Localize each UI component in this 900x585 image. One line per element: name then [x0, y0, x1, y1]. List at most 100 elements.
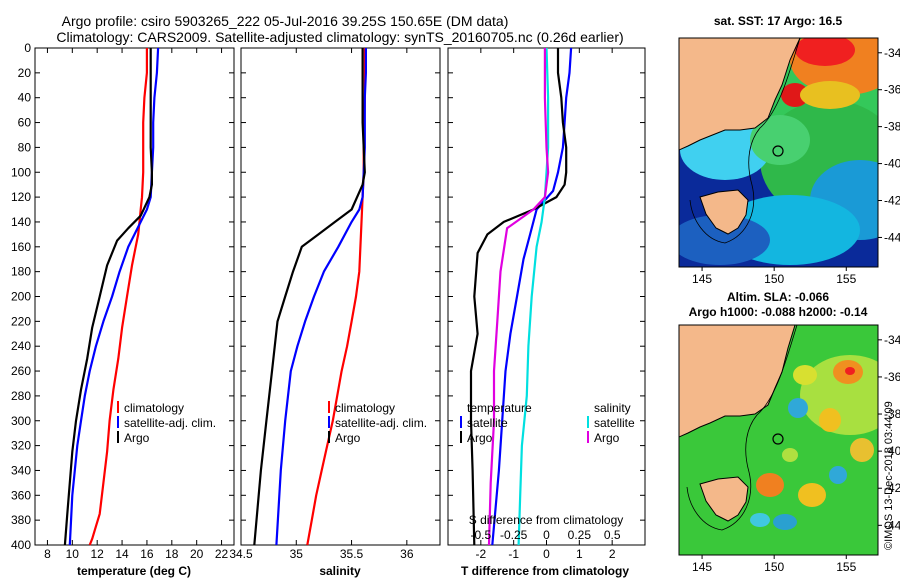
temperature-legend: climatology satellite-adj. clim. Argo	[117, 401, 216, 445]
legend-label-satellite: satellite-adj. clim.	[335, 416, 427, 430]
x-tick-label: -2	[475, 547, 486, 561]
secondary-tick-label: -0.5	[470, 528, 491, 542]
temperature-panel: 8 10 12 14 16 18 20 22	[34, 47, 235, 561]
legend-label-s-satellite: satellite	[594, 416, 635, 430]
legend-label-climatology: climatology	[335, 401, 395, 415]
sla-mainland	[679, 325, 796, 438]
y-tick-label: 300	[11, 414, 31, 428]
y-tick-label: 140	[11, 215, 31, 229]
legend-heading-salinity: salinity	[594, 401, 631, 415]
sla-shelf-contour	[686, 325, 798, 531]
series-line-satellite-adj-clim-	[275, 48, 367, 546]
sla-axis-ticks: -34 -36 -38 -40 -42 -44 145 150 155	[692, 333, 900, 574]
sst-axis-ticks: -34 -36 -38 -40 -42 -44 145 150 155	[692, 46, 900, 286]
series-line-satellite-adj-clim-	[68, 47, 160, 546]
x-tick-label: 14	[115, 547, 129, 561]
legend-label-climatology: climatology	[124, 401, 184, 415]
x-tick-label: 0	[543, 547, 550, 561]
map-lat-label: -44	[884, 230, 900, 244]
y-tick-label: 320	[11, 439, 31, 453]
y-tick-label: 80	[18, 140, 32, 154]
secondary-tick-label: 0.25	[568, 528, 592, 542]
y-tick-label: 360	[11, 488, 31, 502]
sla-field	[679, 325, 878, 531]
secondary-tick-label: 0.5	[604, 528, 621, 542]
x-tick-label: 2	[609, 547, 616, 561]
map-lat-label: -44	[884, 518, 900, 532]
imos-credit: ©IMOS 13-Dec-2018 03:44:09	[883, 401, 895, 550]
sla-map: Altim. SLA: -0.066 Argo h1000: -0.088 h2…	[678, 290, 900, 574]
legend-label-s-argo: Argo	[594, 431, 620, 445]
series-line-t-satellite	[491, 47, 573, 546]
sst-field-region	[781, 83, 809, 107]
sla-field-region	[756, 473, 784, 497]
map-lat-label: -34	[884, 333, 900, 347]
y-tick-label: 200	[11, 290, 31, 304]
map-lat-label: -36	[884, 83, 900, 97]
map-lon-label: 155	[836, 272, 856, 286]
legend-label-satellite: satellite-adj. clim.	[124, 416, 216, 430]
figure-title-line1: Argo profile: csiro 5903265_222 05-Jul-2…	[62, 13, 509, 29]
x-tick-label: -1	[508, 547, 519, 561]
x-tick-label: 22	[215, 547, 229, 561]
salinity-xlabel: salinity	[319, 564, 361, 578]
x-tick-label: 12	[91, 547, 105, 561]
legend-label-t-argo: Argo	[467, 431, 493, 445]
map-lat-label: -40	[884, 157, 900, 171]
series-line-t-argo	[469, 48, 568, 546]
plot-frame	[34, 47, 235, 546]
y-tick-label: 0	[24, 41, 31, 55]
secondary-xlabel: S difference from climatology	[469, 513, 624, 527]
x-tick-label: 16	[140, 547, 154, 561]
x-tick-label: 18	[165, 547, 179, 561]
sst-field	[679, 38, 878, 265]
series-line-s-satellite	[517, 47, 550, 546]
y-tick-label: 180	[11, 265, 31, 279]
map-lat-label: -34	[884, 46, 900, 60]
legend-label-t-satellite: satellite	[467, 416, 508, 430]
y-tick-label: 400	[11, 538, 31, 552]
sla-map-frame	[678, 324, 879, 556]
map-lon-label: 145	[692, 560, 712, 574]
map-lat-label: -38	[884, 407, 900, 421]
series-line-climatology	[88, 48, 148, 546]
sla-field-region	[850, 438, 874, 462]
sla-field-region	[829, 466, 847, 484]
sla-field-region	[750, 513, 770, 527]
legend-label-argo: Argo	[335, 431, 361, 445]
x-tick-label: 35.5	[340, 547, 364, 561]
y-tick-label: 60	[18, 116, 32, 130]
legend-label-argo: Argo	[124, 431, 150, 445]
sst-field-region	[795, 38, 855, 66]
difference-panel: -2 -1 0 1 2	[447, 47, 646, 561]
y-tick-label: 240	[11, 339, 31, 353]
sst-shelf-contour	[689, 38, 801, 244]
series-line-s-argo	[487, 48, 550, 546]
map-lat-label: -42	[884, 481, 900, 495]
series-line-argo	[253, 48, 366, 546]
depth-tick-labels: 0 20 40 60 80 100 120 140 160 180 200 220 240 260 280 3…	[11, 41, 31, 552]
map-lat-label: -40	[884, 444, 900, 458]
sla-field-region	[788, 398, 808, 418]
y-tick-label: 40	[18, 91, 32, 105]
legend-heading-temperature: temperature	[467, 401, 532, 415]
temperature-xlabel: temperature (deg C)	[77, 564, 191, 578]
difference-legend: temperature salinity satellite Argo sate…	[460, 401, 635, 445]
sst-mainland	[679, 38, 801, 151]
x-tick-label: 8	[44, 547, 51, 561]
sla-map-title-line1: Altim. SLA: -0.066	[727, 290, 829, 304]
sla-argo-marker	[772, 433, 784, 445]
sst-field-region	[800, 81, 860, 109]
secondary-tick-labels: -0.5 -0.25 0 0.25 0.5	[470, 528, 620, 542]
y-tick-label: 340	[11, 463, 31, 477]
y-tick-label: 100	[11, 165, 31, 179]
map-lon-label: 150	[764, 272, 784, 286]
sst-argo-marker	[772, 145, 784, 157]
secondary-tick-label: 0	[543, 528, 550, 542]
sla-field-region	[773, 514, 797, 530]
sla-field-region	[819, 408, 841, 432]
x-tick-label: 34.5	[229, 547, 253, 561]
map-lon-label: 145	[692, 272, 712, 286]
